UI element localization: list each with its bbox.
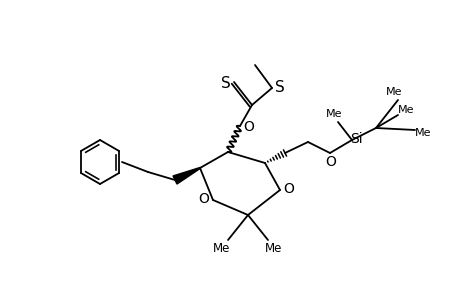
Text: O: O bbox=[198, 192, 209, 206]
Text: O: O bbox=[325, 155, 336, 169]
Text: Me: Me bbox=[213, 242, 230, 256]
Text: S: S bbox=[274, 80, 284, 94]
Text: S: S bbox=[221, 76, 230, 91]
Text: Me: Me bbox=[397, 105, 414, 115]
Polygon shape bbox=[173, 167, 200, 184]
Text: O: O bbox=[283, 182, 294, 196]
Text: Si: Si bbox=[349, 132, 362, 146]
Text: Me: Me bbox=[265, 242, 282, 256]
Text: Me: Me bbox=[414, 128, 431, 138]
Text: O: O bbox=[243, 120, 254, 134]
Text: Me: Me bbox=[385, 87, 401, 97]
Text: Me: Me bbox=[325, 109, 341, 119]
